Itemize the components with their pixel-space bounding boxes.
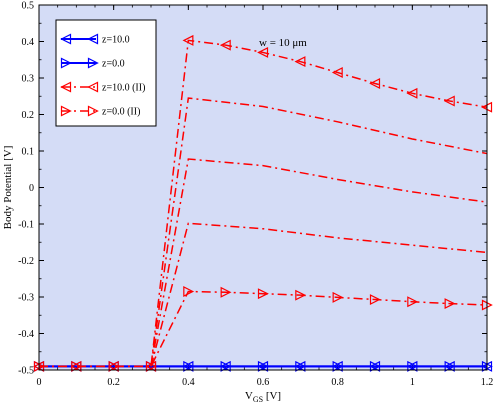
y-axis-title: Body Potential [V]	[2, 146, 14, 230]
series-layer	[33, 34, 493, 372]
x-tick-label: 1	[410, 377, 415, 388]
legend-label: z=10.0 (II)	[102, 83, 145, 94]
data-point	[407, 360, 419, 372]
y-tick-label: 0.4	[22, 37, 35, 48]
legend-swatch-marker	[87, 81, 99, 93]
width-annotation: w = 10 μm	[259, 37, 307, 49]
legend-entry: z=10.0 (II)	[60, 81, 145, 94]
data-point	[295, 289, 307, 301]
data-point	[294, 56, 306, 68]
y-tick-label: -0.4	[18, 329, 34, 340]
y-tick-label: 0.3	[22, 74, 35, 85]
data-point	[295, 360, 307, 372]
legend-swatch-marker	[60, 81, 72, 93]
data-point	[257, 288, 269, 300]
series-line	[150, 158, 488, 367]
legend-label: z=10.0	[102, 35, 130, 46]
series-line	[150, 97, 488, 367]
y-tick-label: 0.2	[22, 110, 35, 121]
legend-entry: z=0.0 (II)	[60, 105, 140, 118]
x-tick-label: 0.6	[257, 377, 270, 388]
x-axis-title-sub: GS	[253, 395, 263, 403]
data-point	[443, 95, 455, 107]
legend-swatch-marker	[87, 33, 99, 45]
legend-swatch-marker	[60, 57, 72, 69]
legend-swatch-marker	[87, 57, 99, 69]
legend-entry: z=0.0	[60, 57, 125, 70]
data-point	[369, 294, 381, 306]
x-tick-label: 1.2	[481, 377, 494, 388]
tick-labels: 0 0.2 0.4 0.6 0.8 1 1.2 -0.5 -0.4 -0.3 -0.2 -0.1 0 0.…	[18, 1, 493, 389]
data-point	[332, 291, 344, 303]
data-point	[369, 78, 381, 89]
x-axis-title: VGS [V]	[245, 390, 281, 403]
legend-label: z=0.0 (II)	[102, 107, 140, 118]
legend-entry: z=10.0	[60, 33, 130, 46]
legend-swatch-marker	[87, 105, 99, 117]
y-tick-label: -0.3	[18, 293, 34, 304]
series-5	[150, 97, 488, 367]
x-tick-label: 0	[37, 377, 42, 388]
x-tick-label: 0.2	[107, 377, 120, 388]
series-line	[39, 39, 488, 368]
data-point	[220, 360, 232, 372]
data-point	[257, 360, 269, 372]
data-point	[108, 360, 120, 372]
data-point	[219, 39, 231, 51]
data-point	[332, 360, 344, 372]
data-point	[220, 286, 232, 298]
x-tick-label: 0.4	[182, 377, 195, 388]
x-tick-label: 0.8	[331, 377, 344, 388]
y-tick-label: -0.2	[18, 256, 34, 267]
x-axis-title-main: V	[245, 390, 253, 402]
data-point	[444, 360, 456, 372]
legend-swatch-marker	[60, 105, 72, 117]
legend-box	[55, 19, 157, 127]
legend-swatch-marker	[60, 33, 72, 45]
series-6	[150, 158, 488, 367]
legend-label: z=0.0	[102, 59, 125, 70]
data-point	[257, 46, 269, 58]
data-point	[331, 67, 343, 78]
data-point	[183, 360, 195, 372]
y-tick-label: 0	[29, 183, 34, 194]
data-point	[369, 360, 381, 372]
data-point	[182, 34, 194, 46]
y-tick-label: 0.1	[22, 147, 35, 158]
plot-frame	[38, 4, 488, 371]
series-7	[150, 222, 488, 367]
legend: z=10.0 z=0.0 z=10.0 (II) z=0.0 (II)	[55, 19, 157, 127]
series-line	[150, 222, 488, 367]
data-point	[407, 296, 419, 308]
data-point	[71, 360, 83, 372]
data-point	[444, 298, 456, 310]
y-tick-label: -0.5	[18, 366, 34, 377]
x-axis-title-unit: [V]	[263, 390, 281, 402]
y-tick-label: 0.5	[22, 1, 35, 12]
y-tick-label: -0.1	[18, 220, 34, 231]
data-point	[183, 286, 195, 297]
data-point	[406, 87, 418, 99]
series-line	[39, 290, 488, 368]
